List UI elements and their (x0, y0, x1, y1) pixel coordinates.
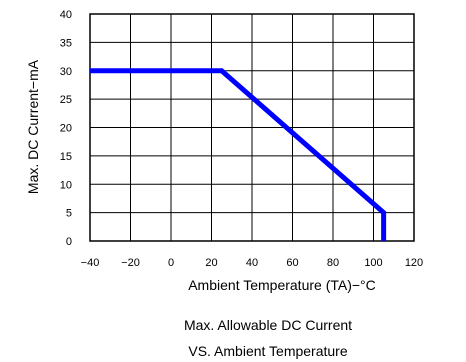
grid-lines (89, 13, 415, 242)
series-lines (90, 68, 387, 241)
y-tick-labels: 0 5 10 15 20 25 30 35 40 (60, 9, 72, 248)
series-line (90, 68, 387, 241)
x-tick-label: −20 (121, 257, 140, 269)
y-tick-label: 15 (60, 151, 72, 163)
x-tick-label: 100 (364, 257, 382, 269)
y-tick-label: 35 (60, 37, 72, 49)
x-tick-label: 20 (205, 257, 217, 269)
x-tick-label: 80 (327, 257, 339, 269)
y-tick-label: 20 (60, 123, 72, 135)
y-tick-label: 30 (60, 66, 72, 78)
x-tick-labels: −40 −20 0 20 40 60 80 100 120 (81, 257, 424, 269)
y-tick-label: 5 (66, 208, 72, 220)
y-tick-label: 0 (66, 236, 72, 248)
caption-line-1: Max. Allowable DC Current (184, 317, 352, 333)
x-tick-label: 0 (168, 257, 174, 269)
x-tick-label: 120 (405, 257, 423, 269)
y-tick-label: 10 (60, 179, 72, 191)
y-tick-label: 25 (60, 94, 72, 106)
plot-frame (89, 13, 415, 242)
x-axis-label: Ambient Temperature (TA)−°C (188, 277, 376, 293)
y-axis-label: Max. DC Current−mA (25, 59, 41, 194)
x-tick-label: 40 (246, 257, 258, 269)
x-tick-label: 60 (286, 257, 298, 269)
y-tick-label: 40 (60, 9, 72, 21)
caption-line-2: VS. Ambient Temperature (188, 343, 347, 359)
x-tick-label: −40 (81, 257, 100, 269)
